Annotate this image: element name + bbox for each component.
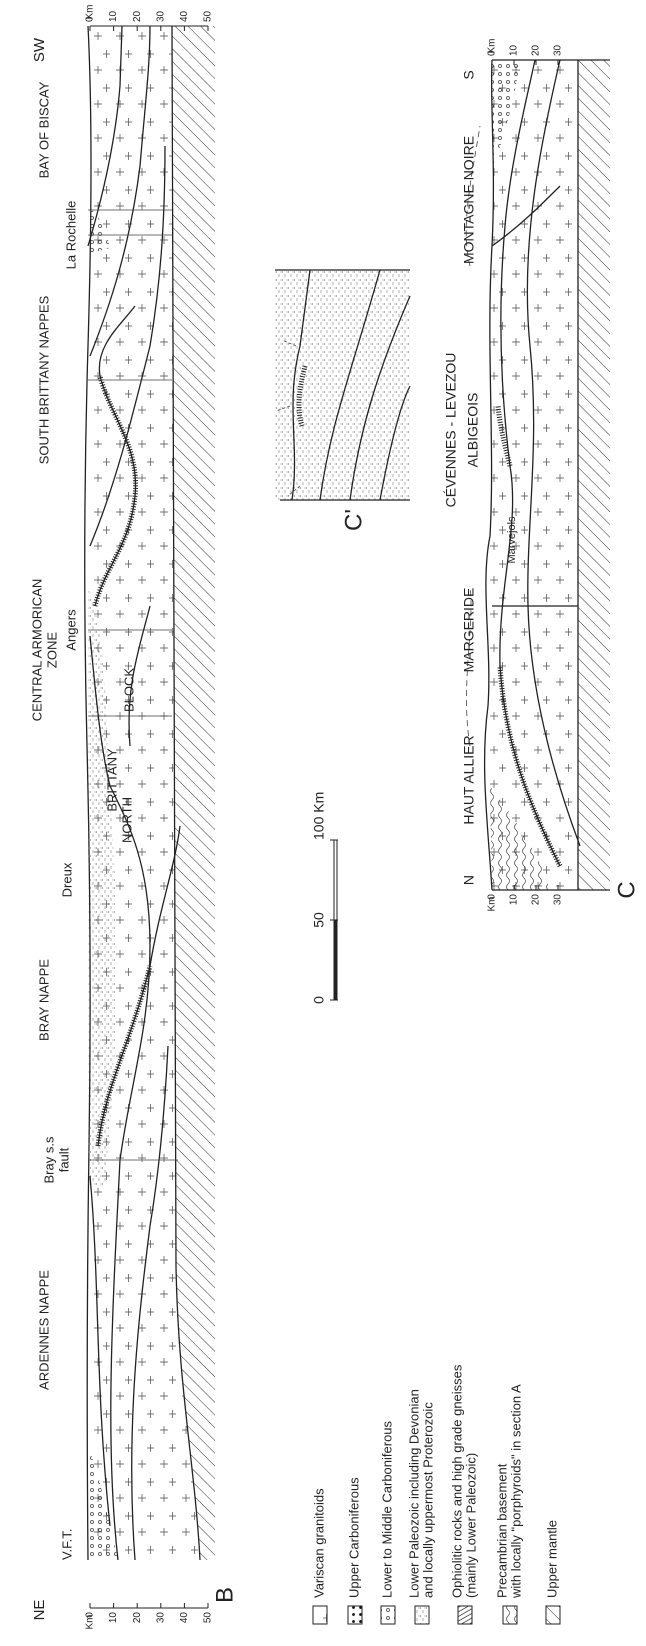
tick-label: 50	[203, 10, 214, 22]
place-label: MARGERIDE	[461, 588, 477, 673]
place-label: ALBIGEOIS	[465, 393, 481, 468]
tick-label: 30	[155, 1612, 166, 1624]
place-label: HAUT ALLIER	[461, 735, 477, 824]
tick-label: 10	[509, 894, 520, 906]
place-label: Marvejols	[506, 516, 518, 564]
legend: Variscan granitoids Upper Carboniferous Lo…	[311, 1364, 560, 1624]
section-c-mantle	[578, 60, 610, 890]
section-c-prime	[275, 270, 410, 500]
place-label: Bray s.s	[41, 1136, 56, 1183]
place-label: V.F.T.	[59, 1529, 74, 1560]
section-label: C	[613, 881, 640, 898]
place-label: MONTAGNE NOIRE	[461, 136, 477, 264]
direction-label: S	[461, 70, 477, 79]
legend-label: Variscan granitoids	[311, 1488, 326, 1598]
place-label: La Rochelle	[63, 201, 78, 270]
legend-label: Lower to Middle Carboniferous	[379, 1420, 394, 1598]
legend-label: Upper mantle	[544, 1520, 559, 1598]
tick-label: 40	[179, 10, 190, 22]
legend-label: Precambrian basement	[494, 1463, 509, 1598]
place-label: CÉVENNES - LEVEZOU	[443, 353, 459, 508]
legend-swatch	[546, 1606, 560, 1624]
direction-label: N	[461, 875, 477, 885]
place-label: Dreux	[59, 862, 74, 897]
legend-label: (mainly Lower Paleozoic)	[463, 1453, 478, 1598]
place-label: BRITTANY	[104, 748, 119, 812]
place-label: Angers	[63, 609, 78, 651]
legend-swatch	[313, 1606, 327, 1624]
legend-swatch	[458, 1606, 472, 1624]
scale-label: 0	[311, 996, 327, 1004]
scale-bar: 0 50 100 Km	[311, 792, 338, 1004]
legend-swatch	[381, 1606, 395, 1624]
place-label: BLOCK	[121, 668, 136, 712]
legend-label: Ophiolitic rocks and high grade gneisses	[449, 1364, 464, 1598]
place-label: ZONE	[44, 632, 59, 668]
axis-unit: Km	[487, 39, 498, 54]
place-label: CENTRAL ARMORICAN	[29, 579, 44, 722]
axis-unit: Km	[487, 897, 498, 912]
direction-label: SW	[31, 37, 48, 62]
tick-label: 10	[509, 44, 520, 56]
legend-label: Lower Paleozoic including Devonian	[406, 1389, 421, 1598]
legend-label: and locally uppermost Proterozoic	[420, 1402, 435, 1598]
tick-label: 10	[108, 10, 119, 22]
tick-label: 30	[155, 10, 166, 22]
scale-label: 50	[311, 912, 327, 928]
tick-label: 20	[132, 10, 143, 22]
axis-unit: Km	[85, 5, 96, 20]
place-label: NORTH	[119, 797, 134, 843]
scale-bar-fill	[334, 920, 337, 1000]
figure: 01020304050Km01020304050Km 050100 Km 010…	[0, 0, 646, 1646]
tick-label: 10	[108, 1612, 119, 1624]
tick-label: 30	[553, 894, 564, 906]
section-label: C'	[340, 509, 367, 531]
tick-label: 20	[132, 1612, 143, 1624]
tick-label: 20	[531, 894, 542, 906]
legend-swatch	[503, 1606, 517, 1624]
legend-label: Upper Carboniferous	[346, 1477, 361, 1598]
tick-label: 40	[179, 1612, 190, 1624]
legend-swatch	[415, 1606, 429, 1624]
place-label: BRAY NAPPE	[36, 959, 51, 1041]
tick-label: 50	[203, 1612, 214, 1624]
section-c-crust	[485, 60, 578, 890]
legend-swatch	[348, 1606, 362, 1624]
legend-label: with locally "porphyroids" in section A	[508, 1384, 523, 1599]
place-label: BAY OF BISCAY	[36, 81, 51, 178]
place-label: ARDENNES NAPPE	[36, 1270, 51, 1390]
section-label: B	[211, 1587, 238, 1603]
scale-label: 100 Km	[311, 792, 327, 840]
direction-label: NE	[31, 1600, 48, 1621]
tick-label: 30	[553, 44, 564, 56]
place-label: SOUTH BRITTANY NAPPES	[36, 295, 51, 464]
place-label: fault	[56, 1147, 71, 1172]
tick-label: 20	[531, 44, 542, 56]
axis-unit: Km	[85, 1615, 96, 1630]
